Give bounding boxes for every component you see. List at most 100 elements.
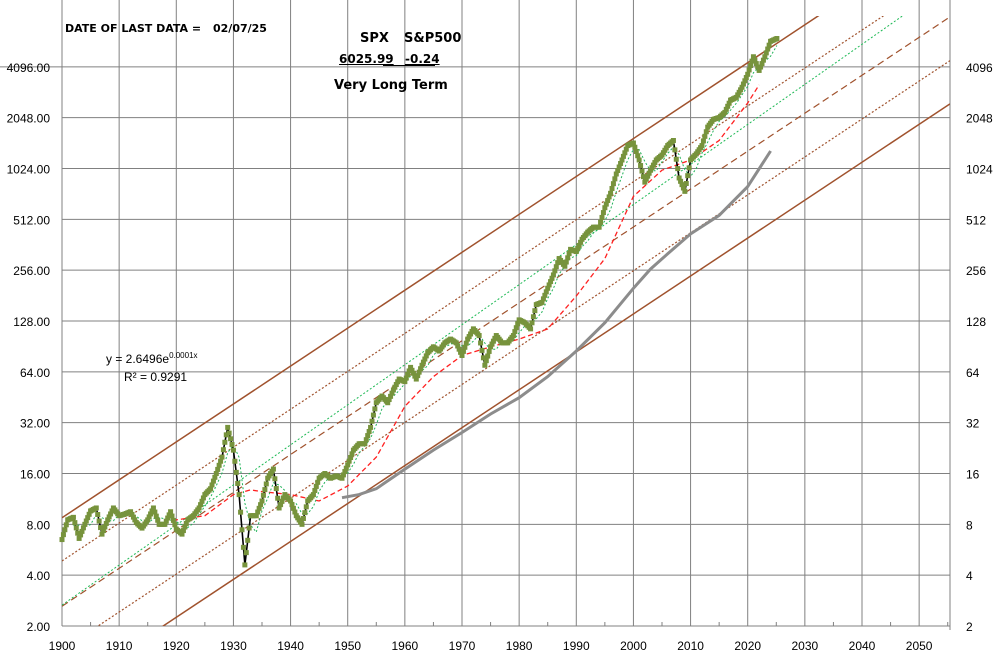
channel-lines [62,16,950,626]
chart-subtitle: Very Long Term [334,78,448,93]
spx-price-marker [630,140,636,146]
spx-price-marker [105,517,111,523]
spx-price-marker [245,537,251,543]
spx-price-marker [145,517,151,523]
x-tick-label: 1900 [49,639,76,653]
spx-price-marker [146,514,152,520]
spx-price-marker [602,205,608,211]
spx-price-marker [562,263,568,269]
spx-price-marker [198,502,204,508]
spx-price-marker [86,511,92,517]
spx-price-marker [272,476,278,482]
spx-price-marker [652,160,658,166]
spx-price-marker [752,57,758,63]
spx-price-marker [456,346,462,352]
spx-price-marker [368,424,374,430]
spx-price-marker [212,474,218,480]
spx-price-marker [229,441,235,447]
spx-price-marker [483,358,489,364]
spx-price-marker [646,170,652,176]
y-tick-label-left: 8.00 [27,518,51,532]
spx-price-marker [256,505,262,511]
spx-price-marker [303,504,309,510]
x-tick-label: 2000 [620,639,647,653]
spx-price-marker [288,498,294,504]
spx-price-marker [340,472,346,478]
spx-price-marker [540,296,546,302]
spx-price-marker [753,61,759,67]
spx-price-marker [723,106,729,112]
spx-price-marker [220,447,226,453]
spx-price-marker [162,521,168,527]
spx-price-marker [370,412,376,418]
spx-price-marker [215,466,221,472]
x-tick-label: 1910 [106,639,133,653]
spx-price-marker [596,224,602,230]
spx-price-marker [153,513,159,519]
spx-price-marker [490,338,496,344]
spx-price-marker [643,176,649,182]
change: -0.24 [405,52,440,66]
spx-price-marker [183,520,189,526]
spx-price-marker [403,375,409,381]
spx-price-marker [639,168,645,174]
spx-price-marker [726,100,732,106]
spx-price-marker [750,54,756,60]
spx-price-marker [366,428,372,434]
spx-price-marker [763,50,769,56]
spx-price-marker [349,451,355,457]
spx-price-marker [369,418,375,424]
spx-price-marker [232,458,238,464]
spx-price-marker [263,481,269,487]
spx-price-marker [609,185,615,191]
spx-price-marker [213,471,219,476]
spx-price-marker [270,466,276,472]
spx-price-marker [619,157,625,163]
spx-price-marker [253,513,259,519]
equation-base: y = 2.6496e [106,352,170,366]
date-value: 02/07/25 [213,22,267,35]
spx-price-marker [553,264,559,270]
spx-price-marker [685,173,691,179]
spx-price-marker [510,333,516,339]
spx-price-marker [675,166,681,172]
x-tick-label: 2020 [734,639,761,653]
spx-price-marker [489,341,495,347]
x-tick-label: 1920 [163,639,190,653]
equation-exponent: 0.0001x [169,351,198,360]
spx-price-marker [679,182,685,188]
spx-price-marker [774,36,780,42]
spx-price-marker [182,524,188,530]
spx-price-marker [289,502,295,508]
spx-price-marker [686,165,692,171]
spx-price-marker [312,488,318,494]
spx-price-marker [542,292,548,298]
spx-price-marker [512,329,518,335]
spx-price-marker [80,525,86,531]
date-label: DATE OF LAST DATA = [65,22,202,35]
spx-price-marker [755,64,761,70]
spx-price-marker [262,487,268,493]
spx-price-marker [762,54,768,60]
grid [0,0,951,630]
spx-price-marker [735,92,741,98]
spx-price-marker [760,57,766,63]
spx-price-marker [242,562,248,568]
spx-price-marker [363,437,369,443]
spx-price-marker [682,188,688,194]
spx-price-marker [612,176,618,182]
spx-price-marker [539,299,545,305]
spx-price-marker [405,372,411,378]
spx-price-marker [259,498,265,504]
spx-price-marker [608,190,614,196]
spx-price-marker [746,67,752,73]
spx-price-marker [548,279,554,285]
spx-price-marker [152,509,158,515]
spx-price-marker [463,340,469,346]
spx-price-marker [528,326,534,332]
spx-price-marker [550,272,556,278]
spx-price-marker [100,528,106,534]
spx-price-marker [636,157,642,163]
spx-price-marker [765,46,771,52]
